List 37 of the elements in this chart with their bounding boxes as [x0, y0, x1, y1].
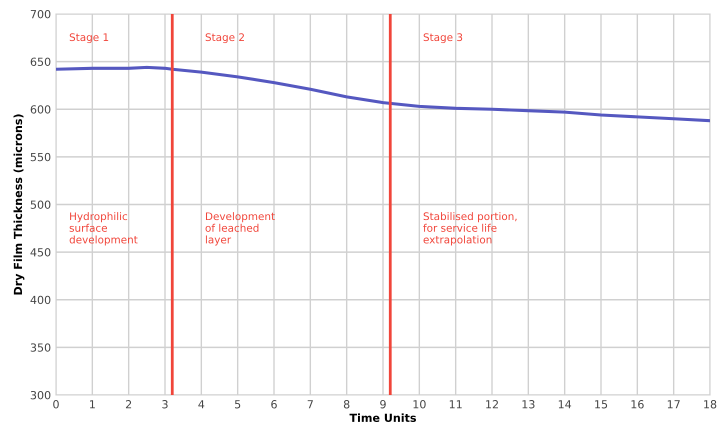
x-tick-label: 9 — [380, 400, 386, 408]
x-tick-label: 3 — [162, 400, 168, 408]
x-tick-label: 17 — [668, 400, 680, 408]
annotation: Hydrophilic surface development — [70, 212, 138, 246]
annotation: Stabilised portion, for service life extrapolation — [423, 212, 517, 246]
x-axis-title: Time Units — [350, 413, 416, 422]
x-tick-label: 11 — [450, 400, 462, 408]
y-tick-label: 600 — [30, 105, 50, 114]
x-tick-label: 8 — [344, 400, 350, 408]
x-tick-label: 1 — [90, 400, 95, 408]
x-tick-label: 5 — [234, 400, 240, 408]
x-tick-label: 14 — [558, 400, 572, 408]
x-tick-label: 0 — [53, 400, 59, 408]
y-tick-label: 350 — [30, 343, 50, 352]
y-axis-title: Dry Film Thickness (microns) — [14, 114, 24, 295]
x-tick-label: 7 — [308, 400, 313, 408]
x-tick-label: 10 — [413, 400, 426, 408]
annotation: Stage 1 — [70, 33, 108, 44]
x-tick-label: 6 — [271, 400, 277, 408]
x-tick-label: 18 — [704, 400, 716, 408]
y-tick-label: 500 — [30, 200, 50, 209]
annotation: Stage 2 — [206, 33, 244, 44]
y-tick-label: 700 — [30, 10, 50, 18]
x-tick-label: 12 — [486, 400, 498, 408]
y-tick-label: 450 — [30, 248, 50, 257]
x-tick-label: 15 — [595, 400, 608, 408]
y-tick-label: 550 — [30, 152, 50, 162]
annotation: Stage 3 — [424, 33, 462, 44]
y-tick-label: 650 — [30, 58, 50, 66]
x-tick-label: 4 — [198, 400, 204, 408]
x-tick-label: 2 — [126, 400, 132, 408]
y-tick-label: 400 — [30, 296, 50, 304]
x-tick-label: 16 — [631, 400, 644, 408]
y-tick-label: 300 — [30, 390, 50, 400]
x-tick-label: 13 — [522, 400, 535, 408]
annotation: Development of leached layer — [206, 212, 275, 246]
line-series — [56, 66, 710, 122]
